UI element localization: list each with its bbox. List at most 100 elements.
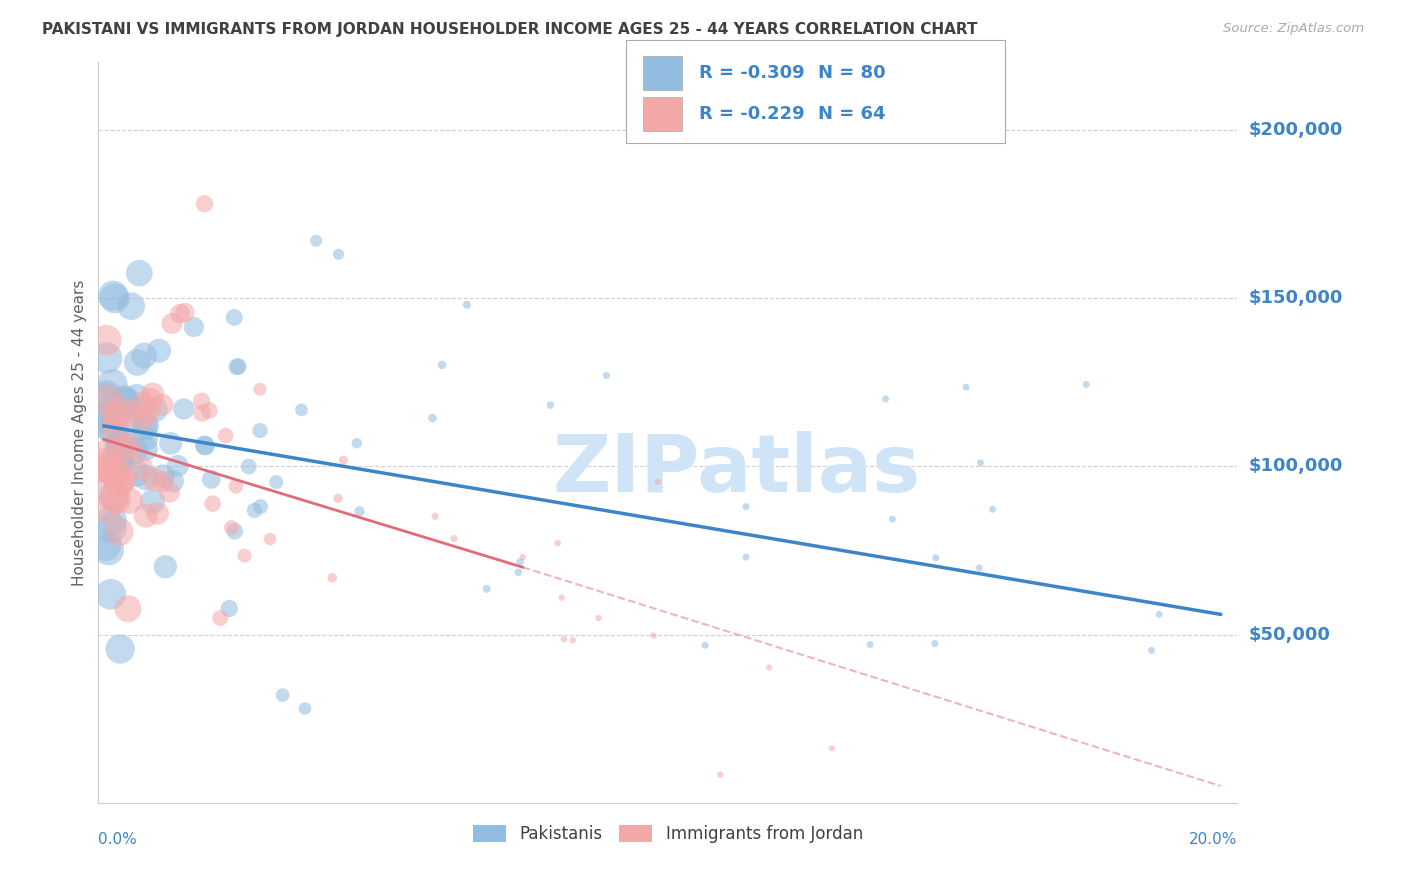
Point	[547, 536, 569, 550]
Point	[271, 688, 294, 702]
Point	[94, 456, 117, 470]
Point	[328, 247, 350, 261]
Point	[169, 307, 191, 321]
Point	[117, 601, 139, 615]
Point	[512, 550, 534, 565]
Text: $150,000: $150,000	[1249, 289, 1343, 307]
Point	[456, 298, 478, 312]
Point	[125, 467, 148, 481]
Point	[143, 473, 166, 487]
Point	[103, 491, 125, 506]
Point	[94, 392, 117, 406]
Point	[294, 701, 316, 715]
Y-axis label: Householder Income Ages 25 - 44 years: Householder Income Ages 25 - 44 years	[72, 279, 87, 586]
Point	[198, 403, 221, 417]
Point	[110, 475, 132, 490]
Point	[118, 493, 141, 508]
Point	[134, 432, 156, 446]
Point	[225, 359, 247, 374]
Point	[821, 741, 844, 756]
Point	[139, 392, 162, 407]
Point	[135, 418, 157, 433]
Point	[259, 532, 281, 546]
Point	[104, 463, 127, 477]
Point	[1147, 607, 1170, 622]
Point	[141, 494, 163, 508]
Point	[114, 394, 136, 409]
Point	[159, 485, 181, 500]
Point	[430, 358, 453, 372]
Point	[134, 420, 156, 434]
Point	[125, 391, 148, 405]
Point	[98, 419, 121, 434]
Point	[111, 442, 134, 457]
Point	[145, 402, 167, 417]
Point	[647, 475, 669, 489]
Text: R = -0.229: R = -0.229	[699, 105, 804, 123]
Text: ZIPatlas: ZIPatlas	[553, 431, 921, 508]
Point	[94, 448, 117, 462]
Point	[124, 443, 146, 458]
Point	[233, 549, 256, 563]
Text: Source: ZipAtlas.com: Source: ZipAtlas.com	[1223, 22, 1364, 36]
Point	[882, 512, 904, 526]
Point	[221, 520, 243, 534]
Text: R = -0.309: R = -0.309	[699, 64, 804, 82]
Point	[643, 629, 665, 643]
Point	[108, 642, 131, 657]
Point	[924, 636, 946, 650]
Point	[925, 550, 948, 565]
Point	[101, 289, 124, 303]
Point	[104, 420, 127, 434]
Point	[104, 409, 127, 424]
Point	[166, 458, 188, 473]
Point	[201, 497, 224, 511]
Point	[321, 571, 343, 585]
Point	[132, 411, 155, 425]
Point	[875, 392, 897, 406]
Point	[96, 351, 118, 365]
Point	[538, 398, 561, 412]
Point	[120, 299, 142, 313]
Point	[112, 392, 135, 407]
Text: $100,000: $100,000	[1249, 458, 1343, 475]
Point	[1076, 377, 1098, 392]
Point	[152, 469, 174, 483]
Point	[475, 582, 498, 596]
Point	[509, 555, 531, 569]
Point	[249, 424, 271, 438]
Point	[859, 638, 882, 652]
Point	[159, 436, 181, 450]
Point	[128, 266, 150, 280]
Point	[146, 507, 169, 521]
Point	[174, 305, 197, 319]
Point	[553, 632, 575, 647]
Point	[129, 461, 152, 475]
Point	[305, 234, 328, 248]
Point	[152, 475, 174, 489]
Point	[94, 461, 117, 475]
Point	[108, 440, 131, 454]
Point	[138, 404, 160, 418]
Point	[104, 467, 127, 482]
Point	[94, 538, 117, 552]
Point	[117, 440, 139, 454]
Point	[134, 442, 156, 456]
Point	[155, 559, 177, 574]
Point	[173, 401, 195, 416]
Point	[215, 428, 238, 442]
Point	[218, 601, 240, 615]
Point	[758, 660, 780, 674]
Text: N = 64: N = 64	[818, 105, 886, 123]
Point	[110, 474, 132, 488]
Point	[967, 561, 990, 575]
Point	[108, 403, 131, 417]
Text: PAKISTANI VS IMMIGRANTS FROM JORDAN HOUSEHOLDER INCOME AGES 25 - 44 YEARS CORREL: PAKISTANI VS IMMIGRANTS FROM JORDAN HOUS…	[42, 22, 977, 37]
Point	[94, 501, 117, 516]
Point	[183, 320, 205, 334]
Point	[224, 524, 246, 539]
Point	[103, 489, 125, 503]
Legend: Pakistanis, Immigrants from Jordan: Pakistanis, Immigrants from Jordan	[465, 819, 870, 850]
Point	[135, 508, 157, 523]
Text: $200,000: $200,000	[1249, 120, 1343, 139]
